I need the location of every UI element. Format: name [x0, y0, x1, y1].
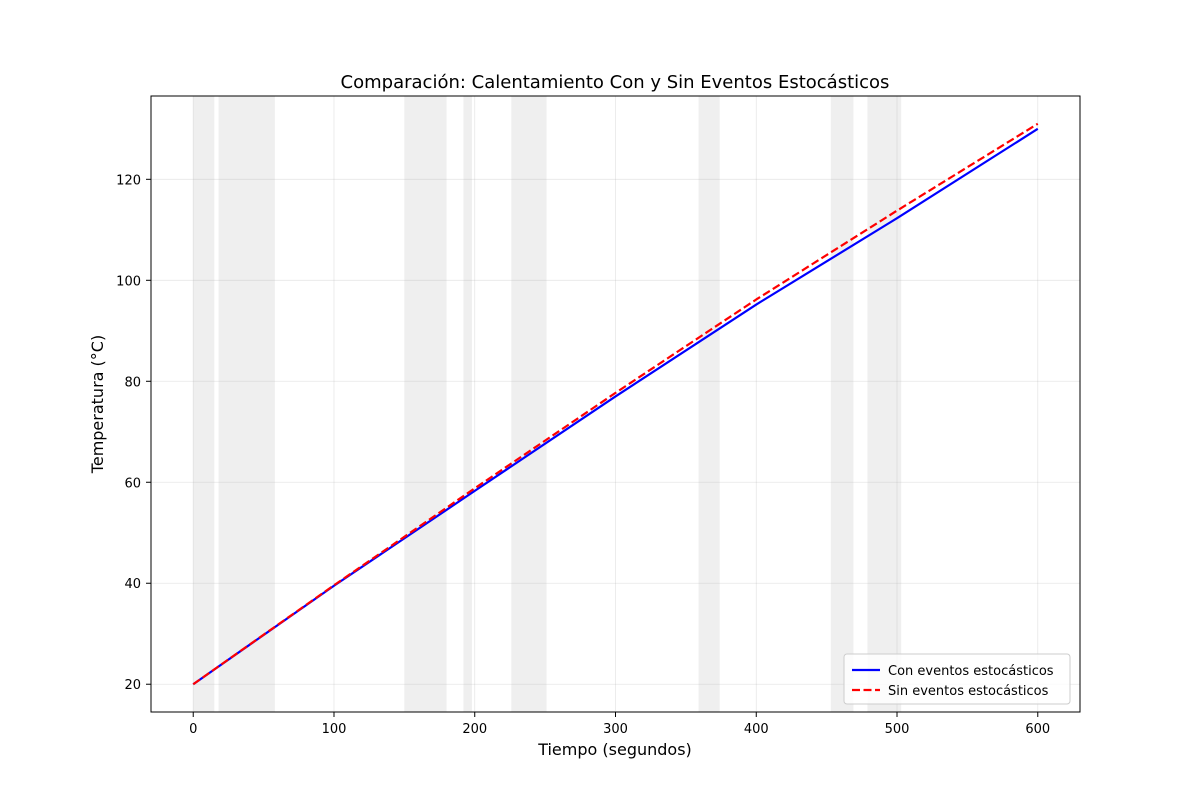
y-tick-label: 40: [124, 577, 141, 592]
event-interval-band: [830, 96, 854, 712]
event-interval-band: [511, 96, 547, 712]
y-tick-label: 60: [124, 476, 141, 491]
series-line: [192, 127, 1039, 686]
legend: Con eventos estocásticos Sin eventos esto…: [843, 653, 1071, 705]
event-interval-band: [193, 96, 215, 712]
x-tick-label: 400: [744, 722, 769, 737]
x-tick-label: 200: [462, 722, 487, 737]
legend-entry: Sin eventos estocásticos: [888, 684, 1049, 699]
y-tick-label: 20: [124, 678, 141, 693]
y-tick-label: 120: [116, 173, 141, 188]
y-tick-label: 80: [124, 375, 141, 390]
x-tick-label: 0: [189, 722, 197, 737]
x-tick-label: 100: [322, 722, 347, 737]
event-interval-band: [404, 96, 447, 712]
event-interval-band: [867, 96, 902, 712]
chart-title: Comparación: Calentamiento Con y Sin Eve…: [341, 72, 890, 93]
y-axis-label: Temperatura (°C): [88, 335, 107, 474]
legend-box: [843, 653, 1071, 705]
x-tick-label: 300: [603, 722, 628, 737]
event-interval-band: [463, 96, 472, 712]
x-axis-label: Tiempo (segundos): [537, 740, 692, 759]
event-interval-band: [698, 96, 720, 712]
x-tick-label: 600: [1025, 722, 1050, 737]
event-interval-band: [218, 96, 275, 712]
x-tick-label: 500: [885, 722, 910, 737]
plot-area: 0 100 200 300 400 500 600 20 40 60 80 100 120 Con eve…: [116, 95, 1081, 737]
series-line: [192, 122, 1039, 686]
legend-entry: Con eventos estocásticos: [888, 664, 1054, 679]
y-tick-label: 100: [116, 274, 141, 289]
